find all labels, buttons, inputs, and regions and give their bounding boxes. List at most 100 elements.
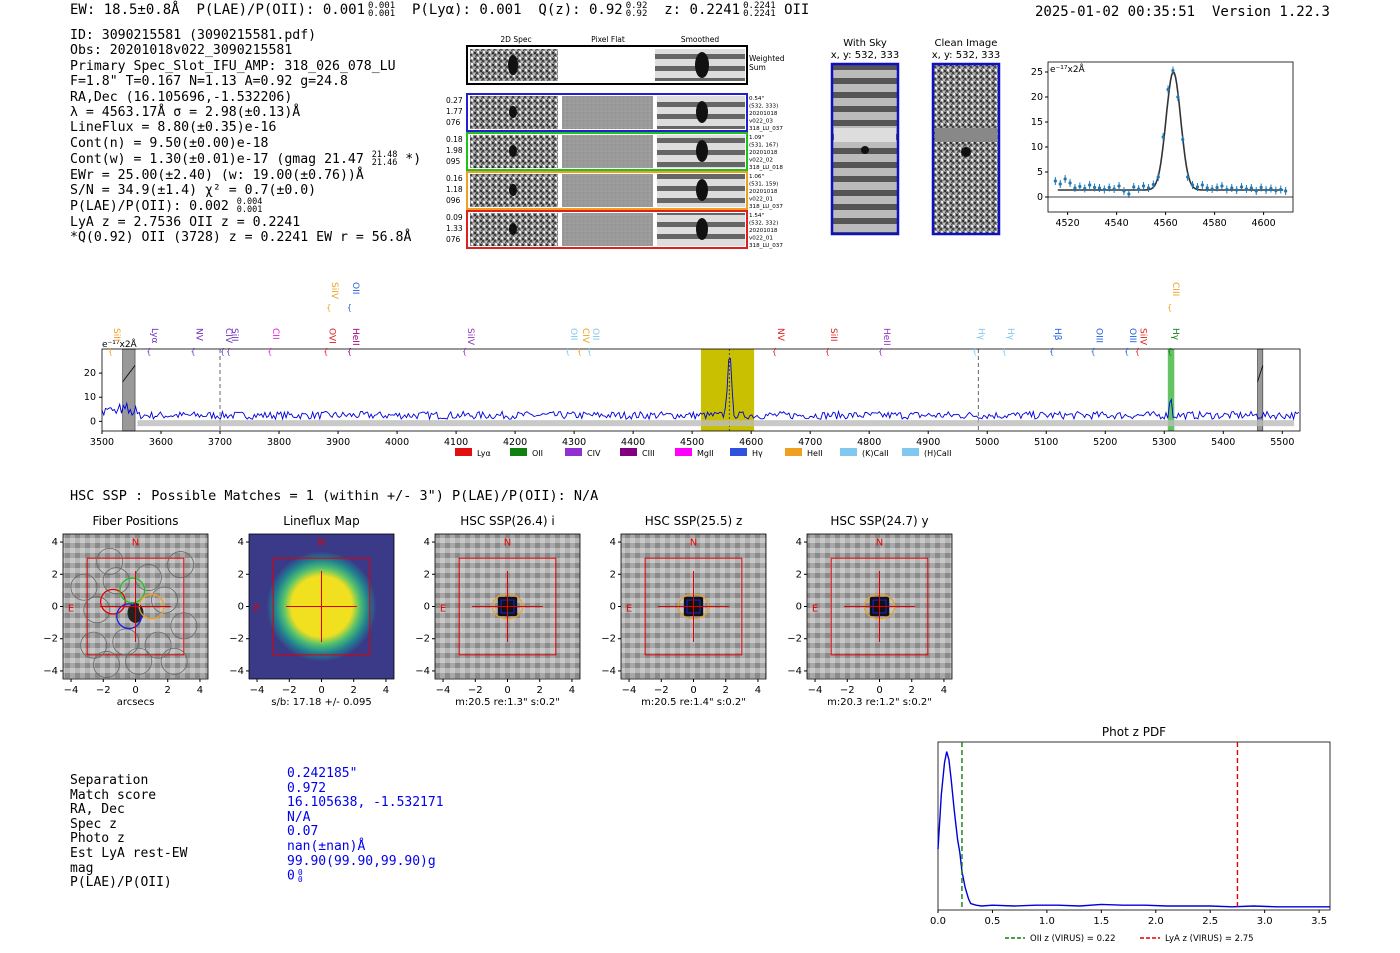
match-label: P(LAE)/P(OII) — [70, 875, 172, 891]
spec-xtick-label: 4700 — [798, 437, 822, 448]
panel-ytick-label: −2 — [415, 634, 430, 645]
fit-point — [1220, 184, 1224, 188]
spec-line-bracket: { — [326, 303, 331, 312]
cutout-right-meta: 20201018 — [749, 111, 778, 117]
cutout-right-meta: 318_LU_037 — [749, 204, 783, 210]
fit-point — [1092, 185, 1097, 190]
spec-flux-line — [101, 357, 1300, 421]
fiber-circle — [167, 551, 195, 579]
spec-xtick-label: 5400 — [1211, 437, 1235, 448]
info-lineflux: LineFlux = 8.80(±0.35)e-16 — [70, 120, 277, 136]
header-plae-sup: 0.001 — [368, 1, 396, 11]
fit-point — [1166, 87, 1170, 92]
fit-point — [1284, 189, 1288, 193]
panel-xtick-label: 4 — [383, 685, 389, 696]
match-sub: 0 — [297, 875, 303, 885]
spec-line-bracket: { — [462, 347, 467, 356]
fiber-circle — [83, 596, 111, 624]
hsc-panel: HSC SSP(24.7) y N E −4 −4 −2 −2 0 0 2 2 4 4 m:20.3 re… — [787, 514, 953, 708]
full-spectrum-chart: 3500 3600 3700 3800 3900 4000 4100 4200 4300 4400… — [84, 282, 1301, 458]
with-sky-xy: x, y: 532, 333 — [831, 50, 900, 61]
pdf-xtick-label: 2.5 — [1202, 916, 1218, 927]
aperture-box — [644, 557, 743, 656]
fiber-blue — [116, 603, 143, 630]
panel-xtick-label: −2 — [96, 685, 111, 696]
cutout-right-meta: v022_02 — [749, 158, 773, 164]
header-qz: Q(z): 0.92 — [538, 2, 623, 18]
fiber-circle — [170, 612, 198, 640]
panel-ytick-label: 0 — [238, 602, 244, 613]
cutout-flat — [562, 213, 653, 246]
spec-line-bracket: { — [146, 347, 151, 356]
pdf-xtick-label: 0.5 — [984, 916, 1000, 927]
fit-point — [1151, 182, 1155, 187]
match-value: 99.90(99.90,99.90)g — [287, 853, 436, 869]
clean-xy: x, y: 532, 333 — [932, 50, 1001, 61]
cutout-source-smooth — [696, 140, 708, 162]
fit-point — [1176, 95, 1180, 99]
spec-ytick-label: 20 — [84, 368, 96, 379]
cutout-right-meta: 1.09" — [749, 135, 764, 141]
east-label: E — [254, 603, 260, 614]
pdf-xtick-label: 0.0 — [930, 916, 946, 927]
match-value: N/A — [287, 809, 311, 825]
panel-ytick-label: 2 — [796, 569, 802, 580]
cutout-left-stat: 1.18 — [446, 185, 463, 194]
panel-xtick-label: 2 — [165, 685, 171, 696]
fit-point — [1254, 189, 1258, 193]
col-smooth-label: Smoothed — [681, 35, 720, 44]
spec-ytick-label: 0 — [90, 416, 96, 427]
cutout-flat — [562, 96, 653, 129]
fit-gaussian — [1057, 71, 1284, 191]
fit-point — [1053, 179, 1057, 183]
pdf-axes — [937, 741, 1331, 911]
cutout-right-meta: v022_03 — [749, 119, 773, 125]
info-lya: LyA z = 2.7536 OII z = 0.2241 — [70, 214, 301, 230]
info-primary: Primary Spec_Slot_IFU_AMP: 318_026_078_L… — [70, 58, 396, 74]
spec-legend-swatch — [730, 448, 747, 456]
hsc-panel-title: Lineflux Map — [283, 514, 359, 528]
panel-xtick-label: 0 — [876, 685, 882, 696]
fit-point — [1181, 137, 1185, 142]
cutout-right-meta: v022_01 — [749, 197, 773, 203]
spec-xtick-label: 4900 — [916, 437, 940, 448]
cutout-source — [509, 223, 517, 235]
cutout-right-meta: 0.54" — [749, 96, 764, 102]
fit-point — [1156, 175, 1160, 179]
cutout-row-frame — [466, 132, 748, 171]
cutout-right-meta: 20201018 — [749, 189, 778, 195]
fit-point — [1102, 187, 1106, 192]
aperture-box — [272, 557, 371, 656]
header-plae-sub: 0.001 — [368, 9, 396, 19]
fit-point — [1127, 192, 1131, 196]
spec-line-bracket: { — [577, 347, 582, 356]
fit-point — [1195, 185, 1200, 189]
info-plae-line: P(LAE)/P(OII): 0.002 0.004 0.001 — [70, 198, 421, 216]
spec-xtick-label: 4600 — [739, 437, 763, 448]
fit-point — [1259, 185, 1263, 190]
spec-line-bracket: { — [1124, 347, 1129, 356]
fit-point — [1264, 188, 1268, 192]
info-id: ID: 3090215581 (3090215581.pdf) — [70, 28, 317, 43]
cutout-left-stat: 096 — [446, 196, 461, 205]
panel-xtick-label: 4 — [755, 685, 761, 696]
panel-xtick-label: 4 — [197, 685, 203, 696]
panel-ytick-label: −4 — [601, 666, 616, 677]
fit-point — [1161, 135, 1165, 139]
fiber-circle — [70, 573, 98, 601]
header-z-sub: 0.2241 — [743, 9, 776, 19]
fit-ytick-label: 5 — [1037, 167, 1043, 178]
header-qz-sub: 0.92 — [625, 9, 648, 19]
cutout-source-smooth — [696, 179, 708, 201]
info-contw-end: *) — [405, 152, 422, 168]
info-plae-sub: 0.001 — [236, 205, 263, 216]
hsc-panel-title: HSC SSP(24.7) y — [830, 514, 928, 528]
match-value: 0.242185" — [287, 766, 358, 781]
spec-line-bracket: { — [347, 303, 352, 312]
spec-line-bracket: { — [226, 347, 231, 356]
spec-xtick-label: 3500 — [90, 437, 114, 448]
spec-hatch — [122, 365, 136, 383]
cutout-left-stat: 095 — [446, 157, 461, 166]
fiber-green — [119, 577, 146, 604]
panel-xtick-label: 4 — [941, 685, 947, 696]
